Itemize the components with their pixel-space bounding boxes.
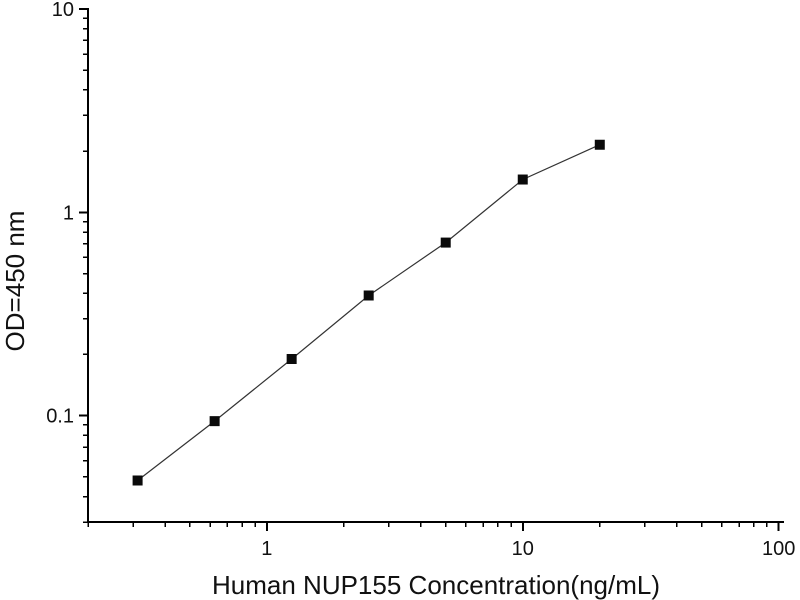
axes: 1 10 100 10 1 0.1 (46, 0, 795, 560)
y-tick-label: 10 (52, 0, 74, 21)
x-tick-label: 10 (512, 538, 534, 560)
data-series (132, 139, 605, 486)
x-tick-label: 100 (762, 538, 795, 560)
x-axis-title: Human NUP155 Concentration(ng/mL) (212, 570, 660, 600)
data-point (132, 475, 143, 486)
y-tick-label: 0.1 (46, 406, 74, 428)
x-tick-label: 1 (261, 538, 272, 560)
data-point (363, 290, 374, 301)
data-point (440, 237, 451, 248)
data-point (594, 139, 605, 150)
data-point (517, 174, 528, 185)
y-tick-label: 1 (63, 202, 74, 224)
data-point (286, 353, 297, 364)
data-point (209, 416, 220, 427)
y-axis-title: OD=450 nm (0, 211, 30, 352)
series-line (137, 144, 601, 481)
